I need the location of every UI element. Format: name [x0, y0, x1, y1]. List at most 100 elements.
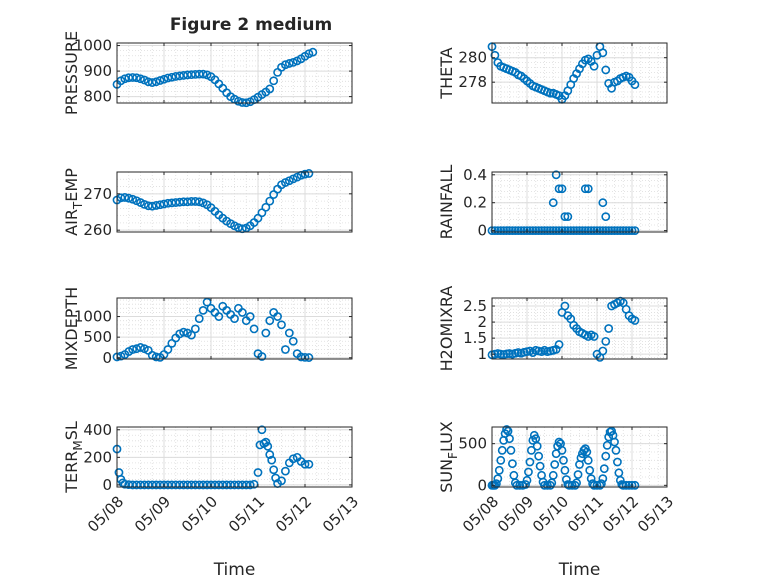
data-point — [214, 312, 224, 321]
series-markers — [487, 425, 640, 490]
data-point — [502, 226, 511, 236]
data-point — [630, 480, 640, 490]
series-markers — [487, 42, 640, 104]
data-point — [598, 346, 608, 356]
data-point — [618, 480, 628, 490]
y-tick-label: 260 — [83, 221, 112, 239]
data-point — [615, 226, 625, 236]
data-point — [167, 72, 177, 82]
data-point — [601, 226, 611, 236]
data-point — [598, 48, 608, 58]
data-point — [288, 336, 298, 346]
axes-box — [491, 171, 668, 233]
data-point — [624, 480, 634, 490]
data-point — [265, 450, 275, 459]
data-point — [515, 480, 525, 490]
y-tick-label: 1000 — [74, 308, 112, 326]
data-point — [512, 480, 522, 490]
data-point — [179, 327, 188, 337]
data-point — [151, 201, 161, 210]
data-point — [545, 88, 555, 98]
data-point — [261, 202, 271, 212]
x-axis-label: Time — [558, 560, 601, 580]
data-point — [151, 352, 161, 362]
data-point — [261, 437, 271, 447]
y-tick-label: 800 — [83, 88, 112, 106]
data-point — [576, 453, 586, 463]
x-axis-label: Time — [213, 560, 256, 580]
data-point — [613, 457, 622, 467]
data-point — [190, 324, 200, 334]
y-axis-label: SUNFLUX — [437, 421, 460, 493]
data-point — [263, 441, 273, 451]
data-point — [151, 77, 161, 87]
y-tick-label: 278 — [458, 73, 487, 91]
data-point — [601, 212, 611, 222]
data-point — [499, 226, 509, 236]
data-point — [494, 465, 504, 475]
y-axis-label: TERRMSL — [62, 421, 85, 494]
data-point — [572, 226, 581, 236]
data-point — [531, 226, 541, 236]
data-point — [566, 226, 576, 236]
data-point — [604, 324, 614, 333]
series-markers — [112, 425, 314, 490]
data-point — [304, 459, 314, 469]
data-point — [548, 226, 558, 236]
data-point — [128, 194, 138, 204]
data-point — [621, 480, 631, 490]
data-point — [490, 226, 500, 236]
data-point — [560, 301, 570, 311]
data-point — [599, 464, 609, 474]
data-point — [516, 226, 526, 236]
data-point — [621, 226, 631, 236]
data-point — [284, 59, 294, 68]
data-point — [557, 226, 567, 236]
y-tick-label: 0 — [477, 222, 487, 240]
data-point — [535, 461, 545, 471]
data-point — [550, 460, 560, 469]
data-point — [245, 312, 255, 321]
y-tick-label: 0.4 — [463, 166, 487, 184]
data-point — [554, 184, 564, 194]
data-point — [194, 314, 204, 324]
data-point — [120, 74, 130, 84]
axes-box — [116, 297, 353, 360]
data-point — [618, 226, 628, 236]
data-point — [522, 475, 532, 485]
data-point — [267, 455, 277, 465]
data-point — [136, 74, 145, 84]
data-point — [592, 226, 602, 236]
data-point — [128, 73, 138, 82]
data-point — [249, 324, 259, 334]
data-point — [234, 96, 243, 106]
data-point — [281, 345, 290, 354]
data-point — [245, 480, 255, 490]
data-point — [572, 478, 581, 488]
data-point — [563, 212, 573, 222]
y-tick-label: 400 — [83, 421, 112, 439]
data-point — [273, 312, 282, 321]
data-point — [493, 474, 503, 484]
y-axis-label: THETA — [437, 47, 456, 99]
data-point — [140, 199, 149, 209]
data-point — [269, 465, 279, 475]
data-point — [502, 425, 511, 434]
data-point — [554, 437, 564, 447]
data-point — [532, 441, 542, 451]
data-point — [300, 169, 310, 179]
data-point — [308, 47, 318, 57]
y-tick-label: 280 — [458, 49, 487, 67]
y-tick-label: 0 — [102, 476, 112, 494]
data-point — [230, 314, 239, 324]
data-point — [505, 434, 514, 444]
data-point — [592, 480, 602, 490]
data-point — [506, 445, 516, 455]
data-point — [601, 451, 611, 461]
data-point — [281, 60, 290, 70]
data-point — [155, 76, 165, 85]
data-point — [580, 226, 590, 236]
data-point — [569, 226, 579, 236]
